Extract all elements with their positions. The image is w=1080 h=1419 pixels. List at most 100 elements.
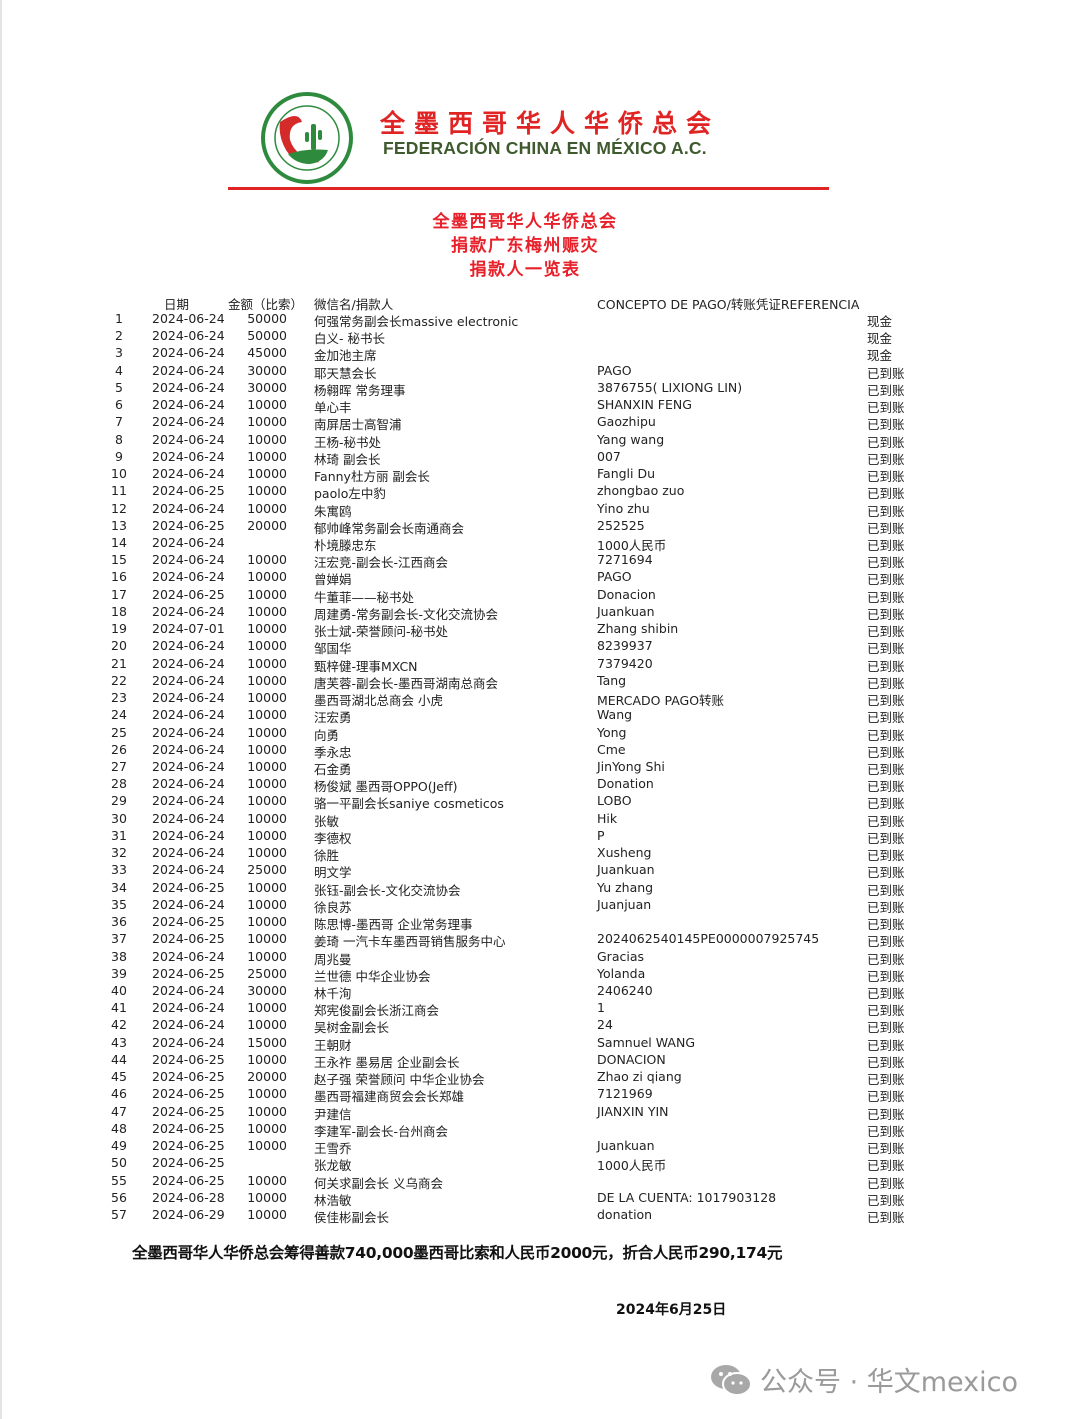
donor-name: 王雪乔 (314, 1141, 352, 1157)
table-row: 26 2024-06-24 10000 季永忠 Cme 已到账 (0, 741, 1080, 760)
amount: 10000 (247, 603, 287, 619)
payment-status: 已到账 (867, 779, 905, 795)
table-row: 34 2024-06-25 10000 张钰-副会长-文化交流协会 Yu zhang 已到… (0, 880, 1080, 898)
donation-date: 2024-06-25 (152, 1155, 225, 1171)
donation-date: 2024-06-24 (152, 500, 225, 516)
donation-date: 2024-06-24 (152, 466, 225, 482)
donor-name: 张敏 (314, 813, 340, 829)
amount: 10000 (247, 621, 287, 637)
payment-status: 已到账 (867, 744, 905, 760)
donor-name: 汪宏勇 (314, 710, 352, 726)
row-number: 32 (111, 845, 127, 861)
wechat-icon (711, 1364, 752, 1396)
payment-status: 已到账 (867, 641, 905, 657)
amount: 10000 (247, 655, 287, 671)
donor-name: 邹国华 (314, 641, 352, 657)
payment-status: 已到账 (867, 693, 905, 709)
donation-date: 2024-06-24 (152, 552, 225, 568)
amount: 30000 (247, 379, 287, 395)
amount: 50000 (247, 328, 287, 344)
table-row: 30 2024-06-24 10000 张敏 Hik 已到账 (0, 811, 1080, 829)
donor-name: 林琦 副会长 (314, 451, 381, 467)
donation-date: 2024-06-24 (152, 741, 225, 757)
header-divider (228, 187, 829, 190)
donor-name: 侯佳彬副会长 (314, 1209, 390, 1225)
row-number: 27 (111, 758, 127, 774)
donor-name: Fanny杜方丽 副会长 (314, 469, 430, 485)
doc-title-2: 捐款广东梅州赈灾 (451, 236, 599, 256)
table-row: 24 2024-06-24 10000 汪宏勇 Wang 已到账 (0, 707, 1080, 726)
row-number: 21 (111, 655, 127, 671)
donor-name: 唐芙蓉-副会长-墨西哥湖南总商会 (314, 675, 499, 691)
row-number: 12 (111, 500, 127, 516)
donation-date: 2024-06-25 (152, 517, 225, 533)
donor-name: 杨翱晖 常务理事 (314, 382, 406, 398)
amount: 15000 (247, 1034, 287, 1050)
payment-status: 已到账 (867, 382, 905, 398)
donation-date: 2024-06-24 (152, 862, 225, 878)
row-number: 8 (115, 431, 123, 447)
row-number: 40 (111, 982, 127, 998)
payment-reference: 24 (597, 1017, 613, 1033)
donation-date: 2024-06-25 (152, 586, 225, 602)
row-number: 39 (111, 965, 127, 981)
payment-status: 已到账 (867, 968, 905, 984)
table-row: 37 2024-06-25 10000 姜琦 一汽卡车墨西哥销售服务中心 2024062… (0, 931, 1080, 949)
donor-name: 徐胜 (314, 848, 340, 864)
table-row: 6 2024-06-24 10000 单心丰 SHANXIN FENG 已到账 (0, 397, 1080, 415)
donor-name: 甄梓健-理事MXCN (314, 658, 418, 674)
federation-logo (261, 92, 353, 184)
row-number: 26 (111, 741, 127, 757)
payment-reference: 1000人民币 (597, 537, 667, 553)
payment-status: 已到账 (867, 624, 905, 640)
doc-title-1: 全墨西哥华人华侨总会 (432, 212, 618, 232)
table-row: 7 2024-06-24 10000 南屏居士高智浦 Gaozhipu 已到账 (0, 414, 1080, 433)
donor-name: 牛董菲——秘书处 (314, 589, 415, 605)
row-number: 29 (111, 793, 127, 809)
payment-status: 已到账 (867, 417, 905, 433)
donation-date: 2024-06-25 (152, 1138, 225, 1154)
col-header-reference: CONCEPTO DE PAGO/转账凭证REFERENCIA (597, 297, 860, 312)
donation-date: 2024-06-24 (152, 758, 225, 774)
donor-name: 陈思博-墨西哥 企业常务理事 (314, 917, 473, 933)
payment-reference: 7271694 (597, 552, 653, 568)
payment-status: 已到账 (867, 951, 905, 967)
row-number: 22 (111, 672, 127, 688)
payment-reference: DONACION (597, 1051, 666, 1067)
amount: 20000 (247, 1069, 287, 1085)
payment-reference: 7121969 (597, 1086, 653, 1102)
donation-date: 2024-06-25 (152, 914, 225, 930)
payment-status: 已到账 (867, 1020, 905, 1036)
table-row: 4 2024-06-24 30000 耶天慧会长 PAGO 已到账 (0, 362, 1080, 381)
col-header-amount: 金额（比索） (228, 297, 304, 312)
payment-reference: JIANXIN YIN (597, 1103, 669, 1119)
payment-reference: Donacion (597, 586, 656, 602)
donor-name: 林浩敏 (314, 1192, 352, 1208)
payment-status: 已到账 (867, 710, 905, 726)
payment-reference: Zhang shibin (597, 621, 679, 637)
payment-status: 已到账 (867, 882, 905, 898)
row-number: 4 (115, 362, 123, 378)
table-row: 38 2024-06-24 10000 周兆曼 Gracias 已到账 (0, 949, 1080, 967)
donation-date: 2024-06-24 (152, 379, 225, 395)
amount: 30000 (247, 982, 287, 998)
donation-date: 2024-06-25 (152, 1086, 225, 1102)
payment-status: 已到账 (867, 1175, 905, 1191)
payment-reference: Tang (597, 672, 627, 688)
row-number: 23 (111, 690, 127, 706)
payment-status: 已到账 (867, 1209, 905, 1225)
donor-name: 李德权 (314, 830, 352, 846)
table-row: 3 2024-06-24 45000 金加池主席 现金 (0, 345, 1080, 363)
row-number: 16 (111, 569, 127, 585)
amount: 10000 (247, 483, 287, 499)
donation-date: 2024-06-24 (152, 328, 225, 344)
summary-text: 全墨西哥华人华侨总会筹得善款740,000墨西哥比索和人民币2000元，折合人民… (132, 1244, 783, 1262)
table-row: 25 2024-06-24 10000 向勇 Yong 已到账 (0, 725, 1080, 743)
payment-status: 现金 (867, 314, 893, 329)
amount: 10000 (247, 397, 287, 413)
row-number: 15 (111, 552, 127, 568)
payment-status: 已到账 (867, 1072, 905, 1088)
donor-name: 向勇 (314, 727, 340, 743)
amount: 10000 (247, 707, 287, 723)
row-number: 45 (111, 1069, 127, 1085)
